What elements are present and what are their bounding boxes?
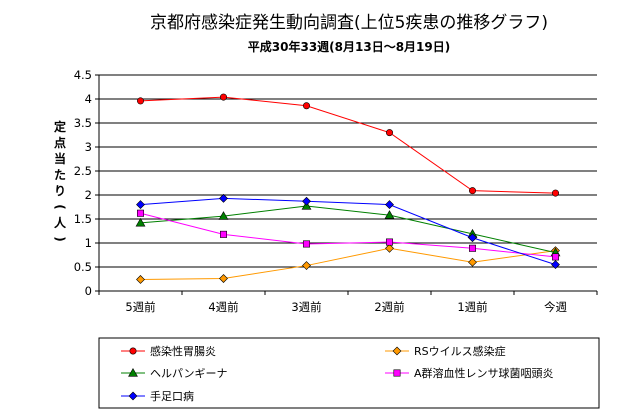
data-point bbox=[385, 200, 394, 210]
x-tick-label: 2週前 bbox=[374, 300, 404, 314]
data-point bbox=[468, 257, 477, 267]
legend-label: 手足口病 bbox=[150, 389, 194, 403]
data-point bbox=[385, 129, 393, 137]
data-point bbox=[551, 260, 560, 270]
data-point bbox=[468, 233, 477, 243]
legend-marker bbox=[392, 346, 402, 356]
y-tick-label: 2 bbox=[85, 188, 92, 202]
y-axis-label-char: 人 bbox=[54, 215, 67, 230]
y-axis-label-char: た bbox=[54, 168, 66, 182]
data-point bbox=[136, 275, 145, 284]
axes bbox=[95, 74, 598, 295]
y-axis-label-char: ) bbox=[53, 236, 67, 241]
data-point bbox=[384, 210, 395, 219]
data-point bbox=[220, 93, 228, 101]
legend-item: ヘルパンギーナ bbox=[121, 367, 228, 380]
y-tick-label: 3.5 bbox=[74, 116, 92, 130]
legend-marker bbox=[128, 391, 138, 401]
legend-label: 感染性胃腸炎 bbox=[150, 344, 216, 358]
data-point bbox=[218, 211, 229, 220]
x-tick-label: 3週前 bbox=[291, 300, 321, 314]
data-point bbox=[137, 97, 145, 105]
data-point bbox=[136, 200, 145, 210]
x-tick-label: 5週前 bbox=[125, 300, 155, 314]
series-diamond bbox=[136, 243, 560, 284]
legend-item: 手足口病 bbox=[121, 389, 194, 403]
x-tick-label: 4週前 bbox=[208, 300, 238, 314]
data-point bbox=[302, 196, 311, 206]
data-point bbox=[135, 217, 146, 227]
y-axis-label-char: り bbox=[54, 184, 66, 198]
data-point bbox=[220, 230, 228, 238]
legend-marker bbox=[129, 347, 137, 355]
series-line bbox=[140, 247, 556, 280]
y-tick-labels: 0 0.5 1 1.5 2 2.5 3 3.5 4 4.5 bbox=[74, 68, 92, 298]
legend-marker bbox=[128, 367, 138, 377]
legend-label: RSウイルス感染症 bbox=[414, 344, 506, 358]
data-point bbox=[302, 102, 310, 110]
data-point bbox=[551, 189, 559, 197]
data-point bbox=[302, 240, 310, 248]
x-tick-label: 1週前 bbox=[457, 300, 487, 314]
series-circle bbox=[137, 93, 559, 197]
series-lines bbox=[135, 93, 561, 284]
x-tick-label: 今週 bbox=[544, 300, 567, 314]
data-point bbox=[219, 193, 228, 203]
legend-marker bbox=[393, 369, 401, 377]
y-tick-label: 0 bbox=[85, 284, 92, 298]
data-point bbox=[302, 261, 311, 270]
data-point bbox=[219, 274, 228, 283]
y-tick-label: 3 bbox=[85, 140, 92, 154]
data-point bbox=[468, 244, 476, 252]
y-tick-label: 2.5 bbox=[74, 164, 92, 178]
series-line bbox=[140, 212, 556, 258]
data-point bbox=[468, 187, 476, 195]
gridlines bbox=[99, 74, 597, 268]
y-axis-label-char: 点 bbox=[54, 135, 66, 150]
chart-subtitle: 平成30年33週(8月13日～8月19日) bbox=[248, 39, 450, 54]
y-tick-label: 4.5 bbox=[74, 68, 92, 82]
data-point bbox=[385, 238, 393, 246]
x-tick-labels: 5週前 4週前 3週前 2週前 1週前 今週 bbox=[125, 300, 567, 314]
legend-label: ヘルパンギーナ bbox=[150, 367, 228, 380]
y-tick-label: 1.5 bbox=[74, 212, 92, 226]
series-line bbox=[140, 205, 556, 254]
data-point bbox=[137, 209, 145, 217]
series-diamond bbox=[136, 193, 560, 270]
legend-label: A群溶血性レンサ球菌咽頭炎 bbox=[414, 366, 554, 380]
y-tick-label: 0.5 bbox=[74, 260, 92, 274]
legend-box bbox=[98, 337, 600, 409]
legend-item: A群溶血性レンサ球菌咽頭炎 bbox=[385, 366, 554, 380]
y-tick-label: 1 bbox=[85, 236, 92, 250]
y-tick-label: 4 bbox=[85, 92, 92, 106]
series-square bbox=[137, 209, 559, 261]
y-axis-label-char: 当 bbox=[54, 151, 66, 166]
y-axis-label-char: ( bbox=[53, 204, 67, 209]
legend-item: RSウイルス感染症 bbox=[385, 344, 506, 358]
series-line bbox=[140, 96, 556, 194]
data-point bbox=[551, 253, 559, 261]
y-axis-label-char: 定 bbox=[54, 119, 66, 134]
series-line bbox=[140, 197, 556, 266]
chart-title: 京都府感染症発生動向調査(上位5疾患の推移グラフ) bbox=[150, 13, 548, 33]
legend-item: 感染性胃腸炎 bbox=[121, 344, 216, 358]
data-point bbox=[385, 243, 394, 253]
